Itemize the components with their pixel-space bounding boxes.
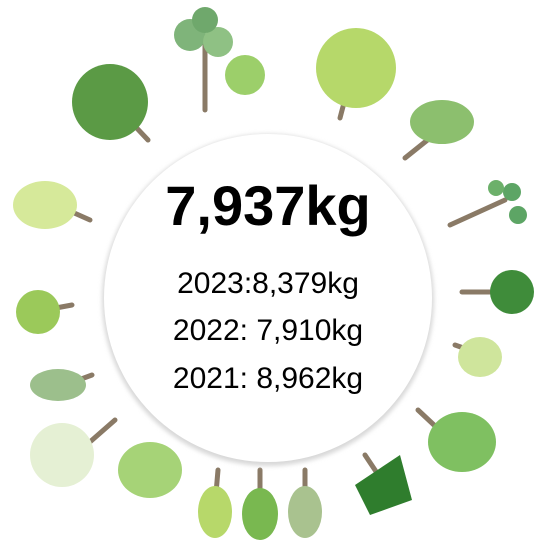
tree-crown bbox=[198, 486, 232, 538]
tree-crown bbox=[225, 55, 265, 95]
history-line: 2021: 8,962kg bbox=[173, 362, 363, 395]
tree-crown bbox=[316, 28, 396, 108]
trunk bbox=[450, 200, 505, 225]
tree-crown bbox=[428, 412, 496, 472]
history-line: 2022: 7,910kg bbox=[173, 314, 363, 347]
tree-crown bbox=[72, 64, 148, 140]
tree-crown bbox=[490, 270, 534, 314]
tree-crown bbox=[16, 290, 60, 334]
tree-crown bbox=[288, 486, 322, 538]
page: 7,937kg 2023:8,379kg 2022: 7,910kg 2021:… bbox=[0, 0, 535, 543]
tree-crown bbox=[118, 442, 182, 498]
tree-crown bbox=[488, 180, 504, 196]
infographic: 7,937kg 2023:8,379kg 2022: 7,910kg 2021:… bbox=[0, 0, 535, 543]
tree-crown bbox=[192, 7, 218, 33]
tree-crown bbox=[30, 423, 94, 487]
tree-crown bbox=[30, 369, 86, 401]
tree-crown bbox=[355, 455, 412, 515]
tree-crown bbox=[242, 488, 278, 540]
tree-crown bbox=[509, 206, 527, 224]
history-line: 2023:8,379kg bbox=[177, 267, 359, 300]
tree-crown bbox=[410, 100, 474, 144]
tree-crown bbox=[458, 337, 502, 377]
headline-value: 7,937kg bbox=[165, 174, 371, 237]
tree-crown bbox=[13, 181, 77, 229]
tree-crown bbox=[503, 183, 521, 201]
